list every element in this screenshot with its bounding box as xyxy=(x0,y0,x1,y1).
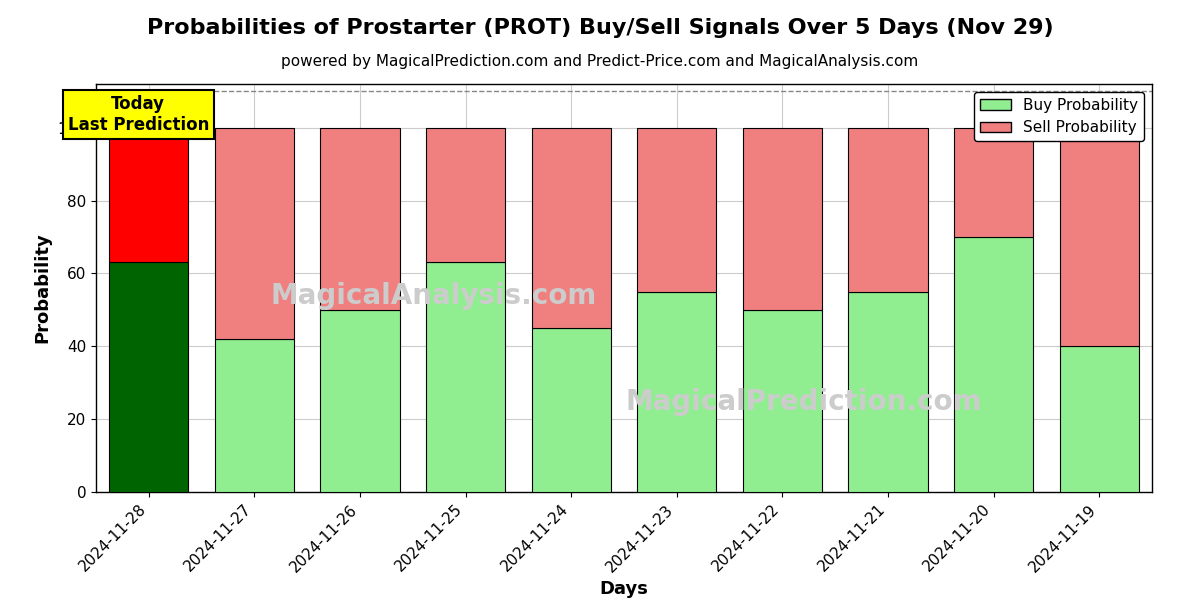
Bar xyxy=(215,128,294,339)
Bar xyxy=(954,237,1033,492)
Text: MagicalPrediction.com: MagicalPrediction.com xyxy=(625,388,982,416)
Bar xyxy=(743,128,822,310)
Bar xyxy=(1060,346,1139,492)
Text: MagicalAnalysis.com: MagicalAnalysis.com xyxy=(271,282,598,310)
X-axis label: Days: Days xyxy=(600,580,648,598)
Bar xyxy=(426,128,505,262)
Bar xyxy=(215,339,294,492)
Bar xyxy=(637,128,716,292)
Text: Today
Last Prediction: Today Last Prediction xyxy=(67,95,209,134)
Bar xyxy=(532,128,611,328)
Text: Probabilities of Prostarter (PROT) Buy/Sell Signals Over 5 Days (Nov 29): Probabilities of Prostarter (PROT) Buy/S… xyxy=(146,18,1054,38)
Bar xyxy=(320,128,400,310)
Bar xyxy=(954,128,1033,237)
Bar xyxy=(743,310,822,492)
Bar xyxy=(532,328,611,492)
Bar xyxy=(320,310,400,492)
Bar xyxy=(1060,128,1139,346)
Bar xyxy=(109,262,188,492)
Bar xyxy=(848,292,928,492)
Bar xyxy=(637,292,716,492)
Bar xyxy=(848,128,928,292)
Text: powered by MagicalPrediction.com and Predict-Price.com and MagicalAnalysis.com: powered by MagicalPrediction.com and Pre… xyxy=(281,54,919,69)
Bar xyxy=(109,128,188,262)
Bar xyxy=(426,262,505,492)
Legend: Buy Probability, Sell Probability: Buy Probability, Sell Probability xyxy=(974,92,1145,142)
Y-axis label: Probability: Probability xyxy=(34,233,52,343)
